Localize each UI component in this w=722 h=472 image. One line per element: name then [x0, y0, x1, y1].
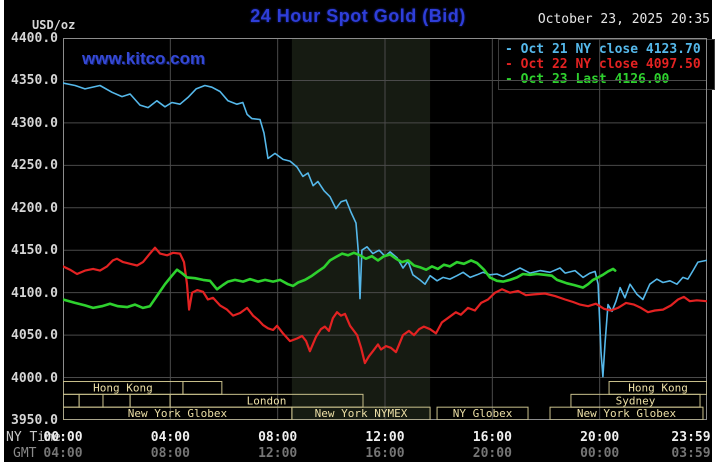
y-tick-label: 4000.0: [11, 370, 58, 386]
y-tick-label: 4050.0: [11, 328, 58, 344]
gmt-tick: 00:00: [580, 446, 620, 461]
unit-label: USD/oz: [32, 18, 76, 32]
session-label: Hong Kong: [93, 382, 153, 395]
ny-time-tick: 08:00: [258, 430, 298, 445]
session-label: New York Globex: [577, 407, 677, 420]
series-line-2: [61, 251, 617, 310]
ny-time-tick: 23:59: [671, 430, 711, 445]
y-tick-label: 4250.0: [11, 158, 58, 174]
gmt-tick: 08:00: [150, 446, 190, 461]
legend-item-oct-22: - Oct 22 NY close 4097.50: [505, 57, 701, 72]
y-tick-label: 4400.0: [11, 31, 58, 46]
y-tick-label: 4150.0: [11, 243, 58, 259]
session-box: [182, 381, 223, 395]
gmt-tick: 20:00: [472, 446, 512, 461]
datetime-stamp: October 23, 2025 20:35: [537, 12, 710, 27]
kitco-watermark[interactable]: www.kitco.com: [82, 49, 206, 68]
chart-legend: - Oct 21 NY close 4123.70- Oct 22 NY clo…: [498, 39, 715, 90]
legend-item-oct-23: - Oct 23 Last 4126.00: [505, 72, 670, 87]
session-label: New York Globex: [128, 407, 228, 420]
page-title: 24 Hour Spot Gold (Bid): [250, 6, 466, 26]
ny-time-tick: 16:00: [472, 430, 512, 445]
ny-time-tick: 20:00: [580, 430, 620, 445]
y-tick-label: 3950.0: [11, 413, 58, 428]
session-box: [78, 393, 104, 408]
gmt-axis-label: GMT: [13, 446, 37, 461]
plot-area: Hong Kong Hong Kong London Sydney New York G…: [61, 38, 708, 421]
y-tick-label: 4350.0: [11, 73, 58, 89]
session-label: London: [247, 394, 287, 407]
ny-time-tick: 00:00: [43, 430, 83, 445]
ny-time-tick: 04:00: [150, 430, 190, 445]
session-label: Sydney: [616, 394, 656, 407]
ny-time-axis-label: NY Time: [6, 430, 61, 445]
session-label: Hong Kong: [628, 382, 688, 395]
y-axis: 4400.0 4350.0 4300.0 4250.0 4200.0 4150.0 4100…: [0, 0, 58, 472]
plot-frame: [63, 38, 707, 420]
session-box: [102, 393, 131, 408]
y-tick-label: 4300.0: [11, 115, 58, 131]
gmt-tick: 04:00: [43, 446, 83, 461]
nymex-session-band: [291, 38, 431, 420]
session-box: [62, 393, 80, 408]
y-tick-label: 4200.0: [11, 200, 58, 216]
session-box: [129, 393, 171, 408]
legend-item-oct-21: - Oct 21 NY close 4123.70: [505, 42, 701, 57]
series-line-0: [62, 82, 708, 378]
series-line-1: [61, 246, 708, 365]
session-label: NY Globex: [453, 407, 513, 420]
y-tick-label: 4100.0: [11, 285, 58, 301]
ny-time-tick: 12:00: [365, 430, 405, 445]
gmt-tick: 16:00: [365, 446, 405, 461]
gmt-tick: 03:59: [671, 446, 711, 461]
session-label: New York NYMEX: [315, 407, 408, 420]
gmt-tick: 12:00: [258, 446, 298, 461]
